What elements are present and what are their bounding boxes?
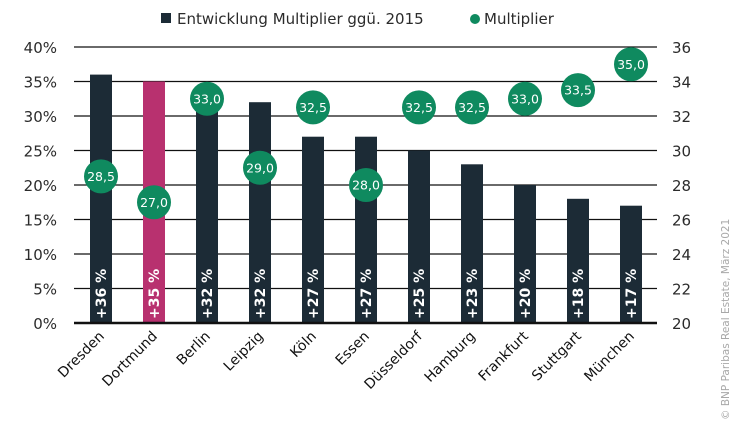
multiplier-dot-label: 28,0: [352, 178, 380, 193]
bar: [302, 136, 324, 323]
bar: [408, 150, 430, 323]
bar-value-label: +32 %: [253, 269, 269, 319]
multiplier-dot-label: 27,0: [140, 195, 168, 210]
left-tick-label: 40%: [24, 39, 57, 57]
bar-value-label: +35 %: [147, 269, 163, 319]
multiplier-dot-label: 33,5: [564, 83, 592, 98]
right-tick-label: 22: [672, 281, 691, 299]
right-axis: 20 22 24 26 28 30 32 34 36: [672, 39, 691, 333]
right-tick-label: 30: [672, 143, 691, 161]
multiplier-dot-label: 29,0: [246, 160, 274, 175]
legend-dot-marker: [470, 14, 480, 24]
bar-series: +36 % +35 % +32 % +32 % +27 % +27 % +25 % +23 %…: [90, 74, 642, 323]
category-label: Essen: [333, 329, 373, 369]
left-tick-label: 25%: [24, 143, 57, 161]
left-tick-label: 30%: [24, 108, 57, 126]
multiplier-dot: [190, 81, 224, 116]
right-tick-label: 24: [672, 246, 691, 264]
legend-bar-marker: [161, 13, 171, 23]
multiplier-dot: [243, 150, 277, 185]
bar-value-label: +27 %: [359, 269, 375, 319]
category-label: Berlin: [174, 329, 214, 369]
multiplier-dot: [137, 185, 171, 220]
legend-dot-label: Multiplier: [484, 10, 555, 28]
bar-value-label: +25 %: [412, 269, 428, 319]
multiplier-dot: [84, 159, 118, 194]
category-label: Dortmund: [99, 329, 160, 390]
bar: [90, 74, 112, 323]
credit-text: © BNP Paribas Real Estate, März 2021: [720, 219, 732, 420]
bar-value-label: +17 %: [624, 269, 640, 319]
left-tick-label: 20%: [24, 177, 57, 195]
category-label: Stuttgart: [529, 328, 585, 384]
multiplier-dot-label: 35,0: [617, 57, 645, 72]
bar-value-label: +36 %: [94, 269, 110, 319]
category-label: Leipzig: [221, 329, 267, 375]
bar: [567, 198, 589, 323]
left-tick-label: 5%: [33, 281, 57, 299]
multiplier-dot: [614, 47, 648, 82]
multiplier-dot-label: 32,5: [405, 100, 433, 115]
multiplier-dot: [508, 81, 542, 116]
category-label: Frankfurt: [476, 328, 533, 385]
bar-value-label: +20 %: [518, 269, 534, 319]
right-tick-label: 26: [672, 212, 691, 230]
category-label: Köln: [287, 329, 319, 361]
legend-bar-label: Entwicklung Multiplier ggü. 2015: [177, 10, 424, 28]
multiplier-dot: [349, 168, 383, 202]
bar-value-label: +18 %: [571, 269, 587, 319]
bar: [196, 102, 218, 323]
left-tick-label: 15%: [24, 212, 57, 230]
left-tick-label: 35%: [24, 74, 57, 92]
right-tick-label: 36: [672, 39, 691, 57]
bar: [461, 164, 483, 323]
left-tick-label: 0%: [33, 315, 57, 333]
multiplier-dot-label: 32,5: [458, 100, 486, 115]
category-label: Hamburg: [422, 329, 479, 386]
bar: [514, 185, 536, 323]
bar-value-label: +27 %: [306, 269, 322, 319]
multiplier-dot-label: 28,5: [87, 169, 115, 184]
bar-value-label: +32 %: [200, 269, 216, 319]
multiplier-dot-label: 33,0: [193, 91, 221, 106]
multiplier-dot-label: 32,5: [299, 100, 327, 115]
multiplier-dot: [296, 90, 330, 125]
legend: Entwicklung Multiplier ggü. 2015 Multipl…: [161, 10, 555, 28]
multiplier-dot: [561, 73, 595, 108]
bar: [620, 205, 642, 323]
bar-value-label: +23 %: [465, 269, 481, 319]
multiplier-dot-label: 33,0: [511, 91, 539, 106]
category-label: München: [581, 329, 637, 385]
category-label: Düsseldorf: [362, 328, 427, 393]
right-tick-label: 34: [672, 74, 691, 92]
right-tick-label: 20: [672, 315, 691, 333]
right-tick-label: 32: [672, 108, 691, 126]
multiplier-dot: [402, 90, 436, 125]
category-label: Dresden: [55, 329, 108, 382]
multiplier-dot: [455, 90, 489, 125]
left-axis: 0% 5% 10% 15% 20% 25% 30% 35% 40%: [24, 39, 57, 333]
dot-series: 28,5 27,0 33,0 29,0 32,5 28,0 32,5 32,5 33,0 33,5…: [84, 47, 648, 220]
left-tick-label: 10%: [24, 246, 57, 264]
right-tick-label: 28: [672, 177, 691, 195]
